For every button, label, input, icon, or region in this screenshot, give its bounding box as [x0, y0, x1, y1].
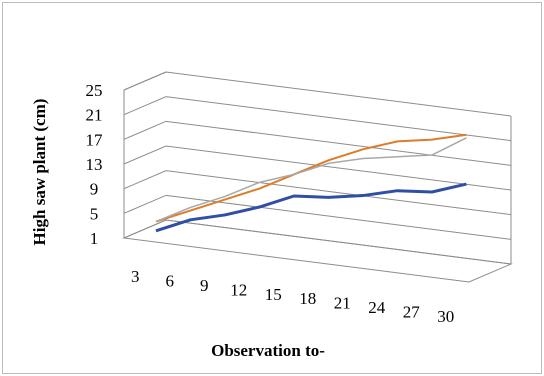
series-line-2 — [155, 133, 467, 223]
gridline — [123, 194, 512, 240]
y-axis-title: High saw plant (cm) — [30, 99, 49, 246]
gridlines — [123, 71, 512, 265]
y-tick-label: 5 — [90, 204, 99, 223]
y-tick-label: 25 — [86, 81, 103, 100]
gridline — [123, 145, 512, 191]
x-tick-label: 18 — [299, 289, 316, 308]
x-tick-label: 15 — [265, 285, 282, 304]
x-tick-label: 27 — [403, 302, 421, 321]
y-tick-labels: 1 5 9 13 17 21 25 — [86, 81, 104, 248]
x-tick-label: 6 — [166, 272, 175, 291]
x-tick-labels: 3 6 9 12 15 18 21 24 27 30 — [131, 267, 454, 326]
y-tick-label: 9 — [90, 180, 99, 199]
x-tick-label: 3 — [131, 267, 140, 286]
gridline — [123, 170, 512, 216]
y-tick-label: 1 — [90, 229, 99, 248]
chart-walls — [122, 71, 513, 283]
x-tick-label: 12 — [230, 280, 247, 299]
y-tick-label: 17 — [86, 130, 104, 149]
x-tick-label: 21 — [334, 294, 351, 313]
x-tick-label: 30 — [437, 307, 454, 326]
series-line-3 — [155, 137, 467, 223]
x-tick-label: 9 — [200, 276, 209, 295]
gridline — [123, 96, 512, 142]
gridline — [123, 71, 512, 117]
gridline — [123, 219, 512, 265]
x-axis-title: Observation to- — [211, 341, 325, 360]
y-tick-label: 13 — [86, 155, 103, 174]
x-tick-label: 24 — [368, 298, 386, 317]
series-lines — [155, 133, 467, 233]
floor — [122, 219, 513, 283]
gridline — [123, 120, 512, 166]
series-line-1 — [155, 182, 467, 233]
y-tick-label: 21 — [86, 106, 103, 125]
